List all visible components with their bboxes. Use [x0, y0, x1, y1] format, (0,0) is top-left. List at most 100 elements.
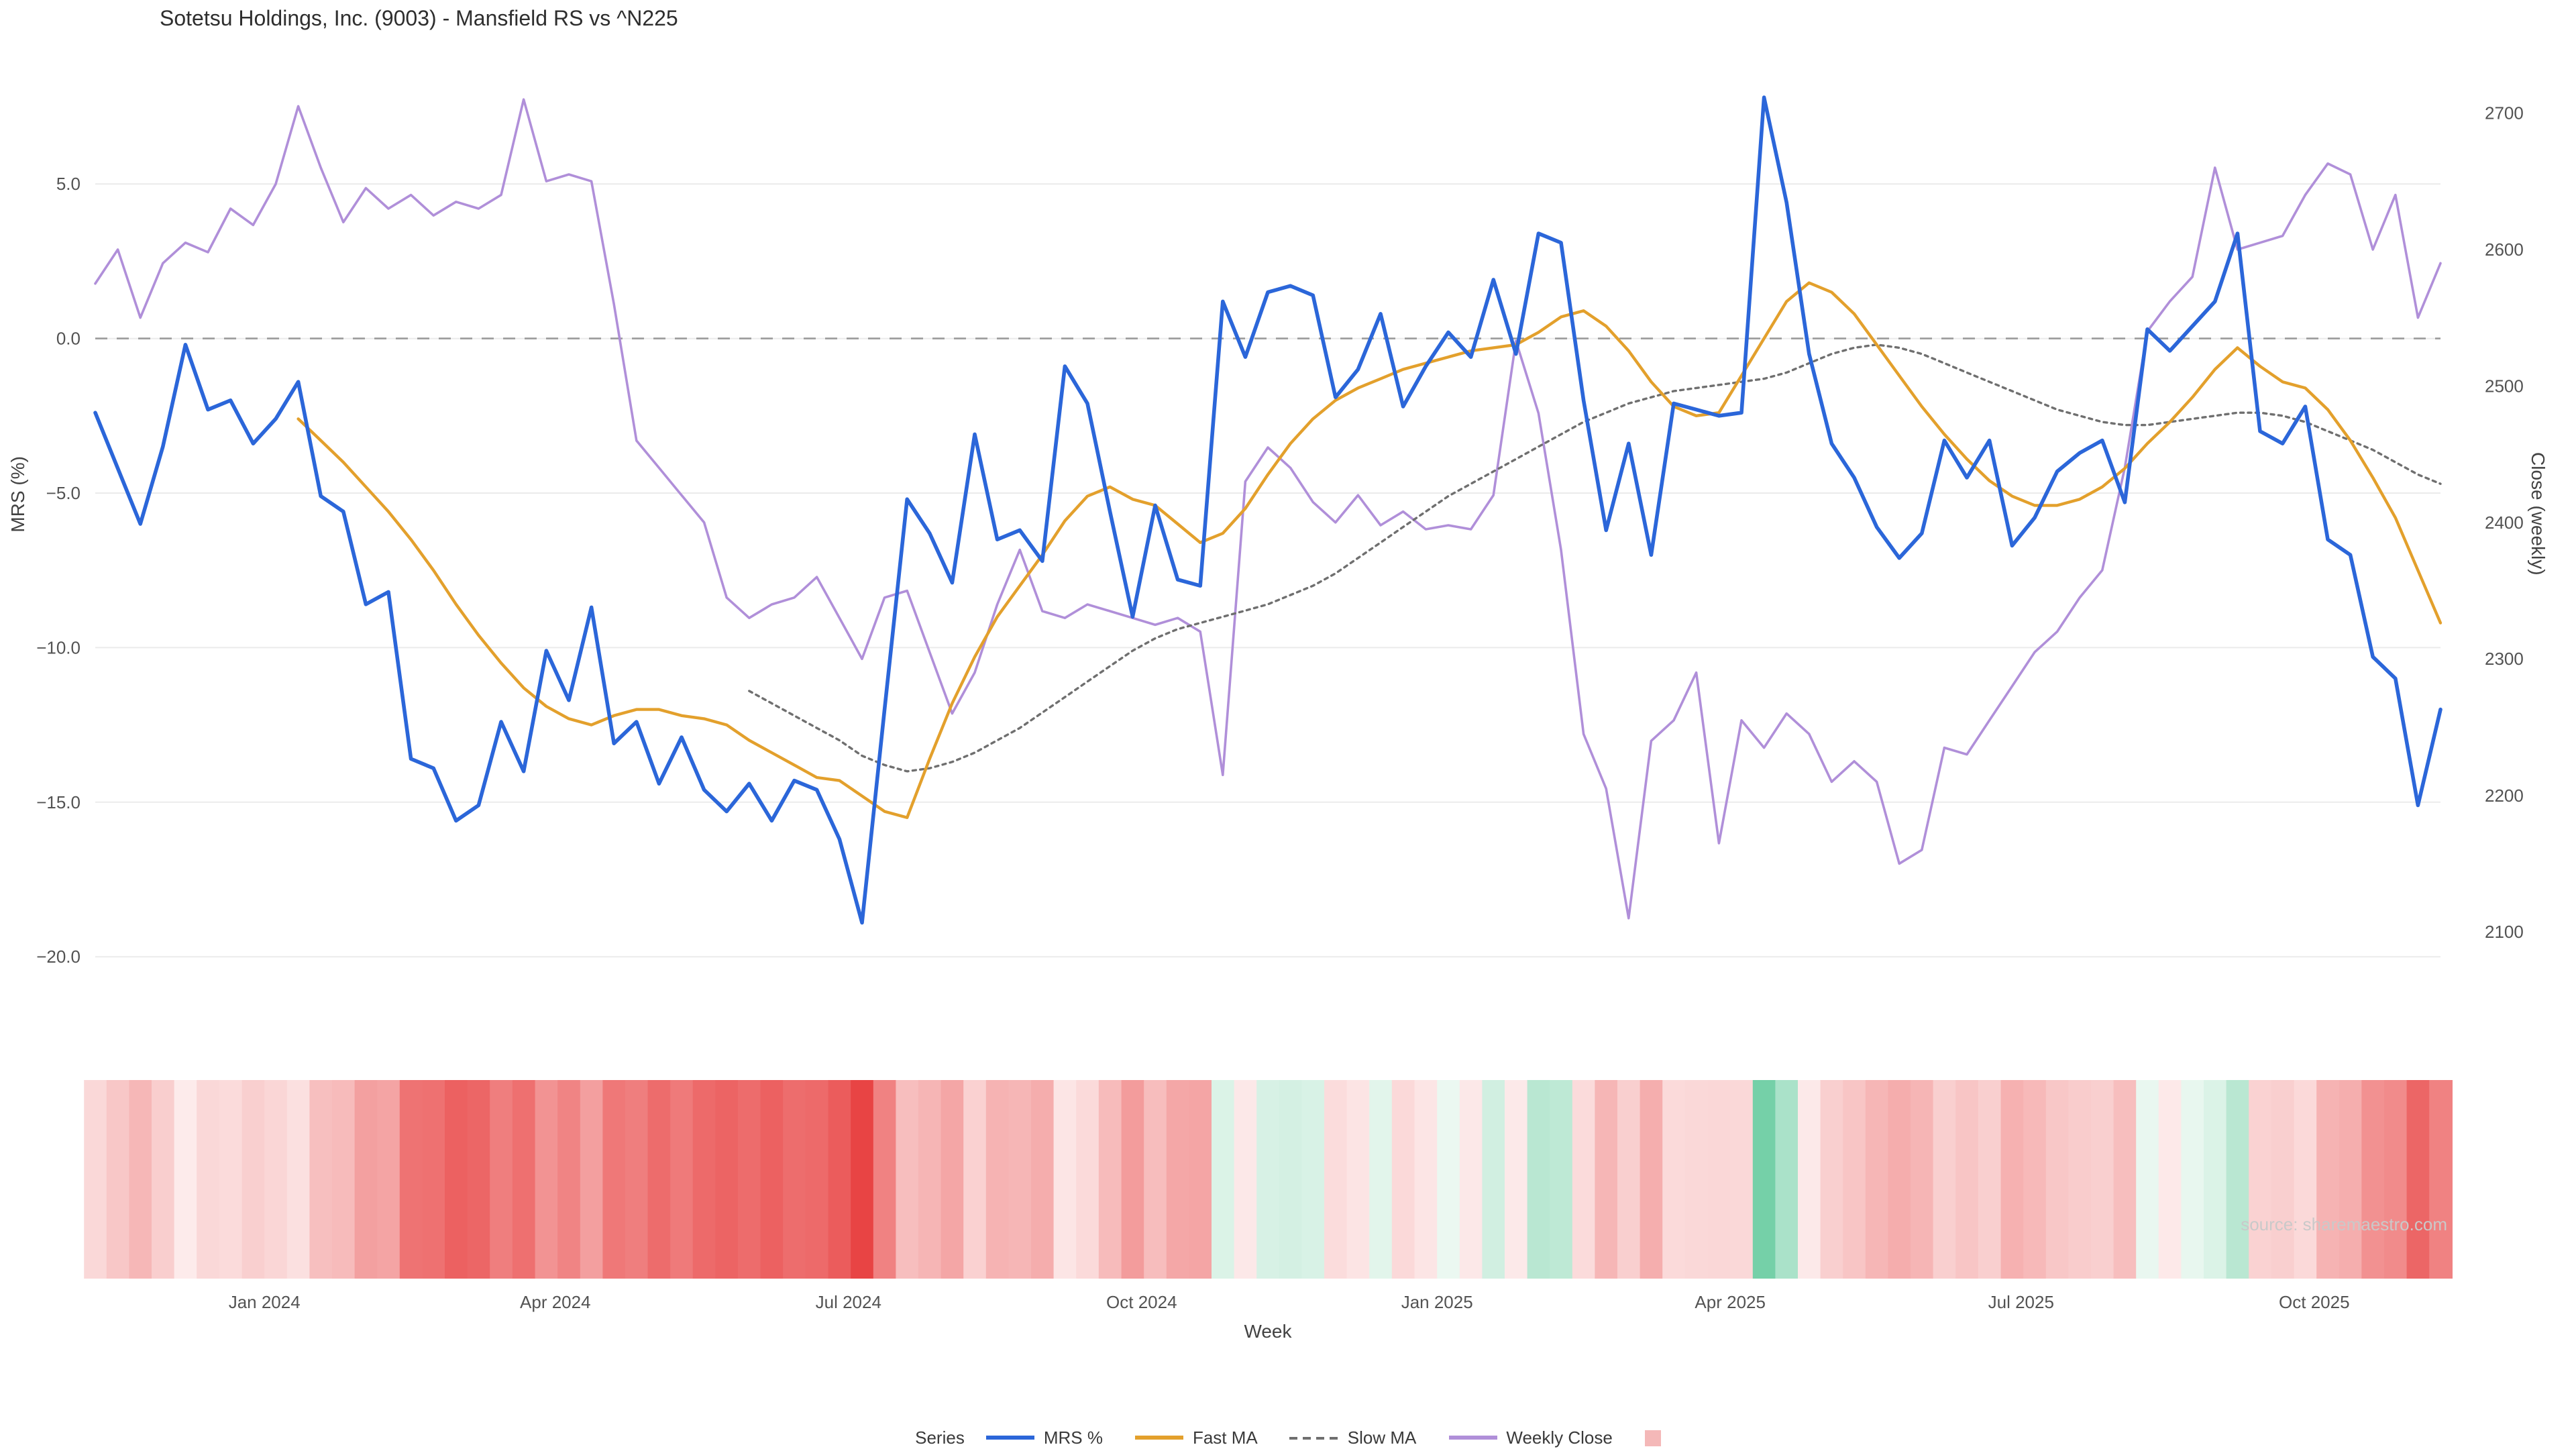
heatmap-cell	[692, 1080, 716, 1279]
heatmap-cell	[557, 1080, 581, 1279]
heatmap-cell	[2136, 1080, 2159, 1279]
chart-title: Sotetsu Holdings, Inc. (9003) - Mansfiel…	[160, 8, 678, 31]
heatmap-cell	[918, 1080, 942, 1279]
heatmap-cell	[2023, 1080, 2047, 1279]
series-line-weekly-close	[94, 98, 2442, 920]
series-line-slow-ma	[748, 343, 2442, 773]
source-note: source: sharemaestro.com	[2241, 1214, 2447, 1234]
y-left-tick: −15.0	[36, 792, 80, 812]
legend-title: Series	[915, 1428, 965, 1448]
legend-sample-mrs	[985, 1436, 1034, 1440]
y-left-tick: −10.0	[36, 637, 80, 657]
heatmap-cell	[219, 1080, 243, 1279]
gridlines	[95, 183, 2440, 958]
legend-label-fast-ma: Fast MA	[1192, 1428, 1258, 1448]
heatmap-cell	[1279, 1080, 1303, 1279]
heatmap-cell	[1707, 1080, 1731, 1279]
legend-label-weekly-close: Weekly Close	[1506, 1428, 1613, 1448]
heatmap-cell	[1752, 1080, 1776, 1279]
heatmap-cell	[580, 1080, 604, 1279]
heatmap-cell	[1684, 1080, 1709, 1279]
heatmap-cell	[828, 1080, 852, 1279]
heatmap-cell	[1572, 1080, 1596, 1279]
heatmap-cell	[1031, 1080, 1055, 1279]
heatmap-cell	[1324, 1080, 1348, 1279]
heatmap-cell	[1865, 1080, 1889, 1279]
heatmap-cell	[647, 1080, 672, 1279]
heatmap-cell	[2113, 1080, 2137, 1279]
heatmap-cell	[1414, 1080, 1438, 1279]
heatmap-cell	[783, 1080, 806, 1279]
heatmap-cell	[1730, 1080, 1754, 1279]
heatmap-cell	[512, 1080, 536, 1279]
heatmap-cell	[152, 1080, 175, 1279]
heatmap-cell	[1527, 1080, 1551, 1279]
heatmap-cell	[1346, 1080, 1371, 1279]
heatmap-cell	[760, 1080, 784, 1279]
heatmap-cell	[2226, 1080, 2250, 1279]
x-tick: Oct 2025	[2279, 1292, 2350, 1312]
x-tick: Jan 2024	[229, 1292, 301, 1312]
heatmap-cell	[2384, 1080, 2408, 1279]
heatmap-cell	[851, 1080, 874, 1279]
x-tick: Jan 2025	[1401, 1292, 1473, 1312]
heatmap-cell	[2339, 1080, 2363, 1279]
heatmap-cell	[1662, 1080, 1686, 1279]
heatmap-cell	[1888, 1080, 1912, 1279]
heatmap-cell	[1550, 1080, 1573, 1279]
y-right-tick: 2400	[2485, 513, 2524, 533]
heatmap-cell	[1437, 1080, 1460, 1279]
chart-legend: Series MRS % Fast MA Slow MA Weekly Close	[0, 1428, 2576, 1448]
heatmap-cell	[1391, 1080, 1415, 1279]
heatmap-cell	[625, 1080, 649, 1279]
heatmap-cell	[84, 1080, 107, 1279]
heatmap-cell	[2429, 1080, 2453, 1279]
heatmap-cell	[106, 1080, 130, 1279]
y-left-tick: −5.0	[46, 483, 80, 503]
y-left-tick-labels: 5.0 0.0 −5.0 −10.0 −15.0 −20.0	[36, 174, 80, 967]
heatmap-cell	[490, 1080, 513, 1279]
heatmap-cell	[1189, 1080, 1213, 1279]
heatmap-cell	[174, 1080, 198, 1279]
heatmap-cell	[1595, 1080, 1619, 1279]
heatmap-cell	[1369, 1080, 1393, 1279]
y-left-tick: −20.0	[36, 947, 80, 967]
heatmap-cell	[896, 1080, 920, 1279]
heatmap-cell	[1775, 1080, 1799, 1279]
heatmap-cell	[2249, 1080, 2272, 1279]
legend-item-heatmap[interactable]	[1644, 1430, 1661, 1446]
x-tick: Oct 2024	[1106, 1292, 1177, 1312]
legend-item-mrs[interactable]: MRS %	[985, 1428, 1103, 1448]
legend-item-fast-ma[interactable]: Fast MA	[1134, 1428, 1258, 1448]
heatmap-cell	[2045, 1080, 2070, 1279]
heatmap-cell	[1978, 1080, 2002, 1279]
legend-item-slow-ma[interactable]: Slow MA	[1289, 1428, 1416, 1448]
heatmap-cell	[805, 1080, 829, 1279]
heatmap-cell	[985, 1080, 1010, 1279]
legend-items: MRS % Fast MA Slow MA Weekly Close	[985, 1428, 1661, 1448]
y-right-tick: 2100	[2485, 922, 2524, 942]
legend-item-weekly-close[interactable]: Weekly Close	[1448, 1428, 1613, 1448]
heatmap-cell	[535, 1080, 559, 1279]
heatmap-cell	[2181, 1080, 2205, 1279]
heatmap-cell	[332, 1080, 356, 1279]
heatmap-cell	[2091, 1080, 2114, 1279]
heatmap-cell	[2204, 1080, 2227, 1279]
heatmap-cell	[2271, 1080, 2295, 1279]
legend-sample-fast-ma	[1134, 1436, 1183, 1440]
heatmap-cell	[467, 1080, 491, 1279]
heatmap-cell	[2361, 1080, 2385, 1279]
y-left-tick: 0.0	[56, 329, 80, 349]
heatmap-cell	[2316, 1080, 2340, 1279]
heatmap-cell	[963, 1080, 987, 1279]
heatmap-cell	[129, 1080, 153, 1279]
heatmap-cell	[1144, 1080, 1167, 1279]
x-tick: Apr 2024	[520, 1292, 591, 1312]
heatmap-cell	[1234, 1080, 1258, 1279]
heatmap-cell	[1843, 1080, 1866, 1279]
heatmap-cell	[286, 1080, 311, 1279]
y-left-tick: 5.0	[56, 174, 80, 194]
heatmap-cell	[2000, 1080, 2025, 1279]
heatmap-cell	[715, 1080, 739, 1279]
